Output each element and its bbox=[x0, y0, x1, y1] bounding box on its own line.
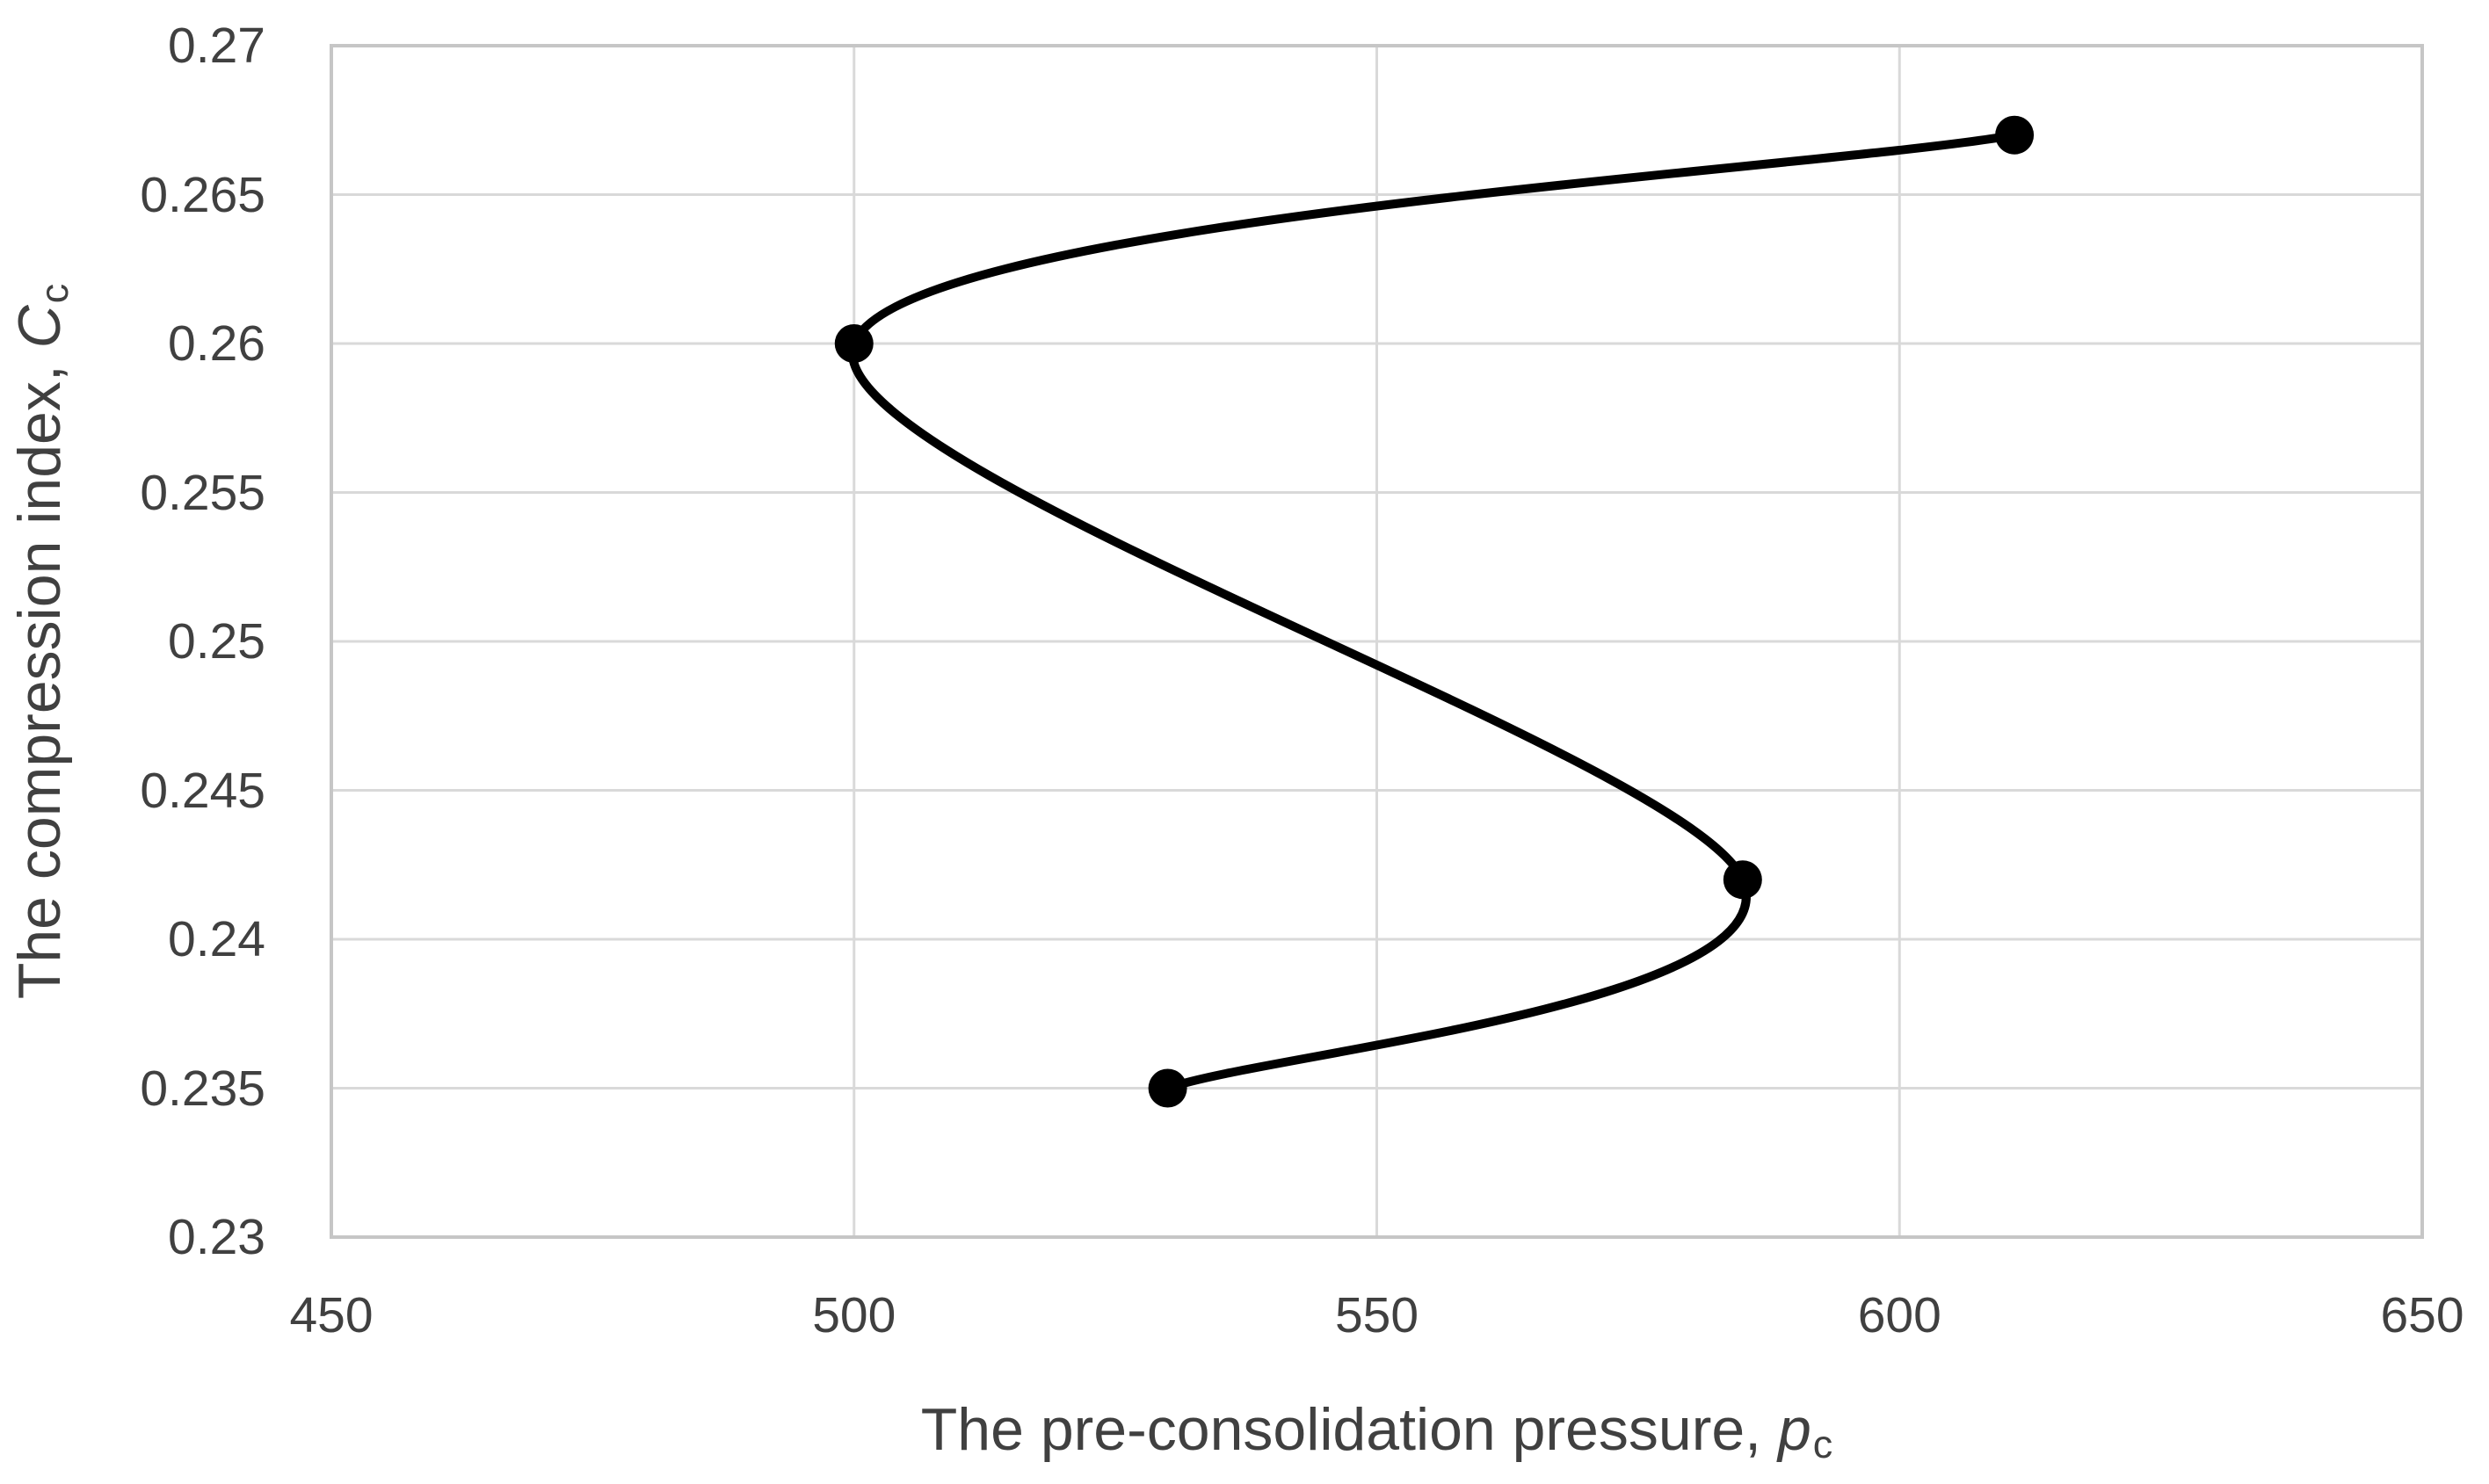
y-tick-label: 0.245 bbox=[140, 762, 265, 819]
plot-border bbox=[330, 44, 2424, 1239]
x-tick-label: 550 bbox=[1334, 1287, 1419, 1343]
y-tick-label: 0.23 bbox=[168, 1209, 265, 1265]
y-axis-title: The compression index, Cc bbox=[6, 46, 76, 1237]
y-tick-label: 0.235 bbox=[140, 1060, 265, 1117]
data-point-marker bbox=[1995, 115, 2035, 155]
data-point-marker bbox=[1723, 860, 1762, 900]
y-tick-label: 0.25 bbox=[168, 613, 265, 670]
data-point-marker bbox=[1148, 1068, 1187, 1108]
data-point-marker bbox=[834, 324, 874, 363]
y-tick-label: 0.24 bbox=[168, 911, 265, 967]
x-axis-title-text: The pre-consolidation pressure, bbox=[920, 1396, 1778, 1463]
x-tick-label: 650 bbox=[2380, 1287, 2464, 1343]
y-axis-symbol: C bbox=[6, 305, 73, 349]
y-axis-title-text: The compression index, bbox=[6, 348, 73, 1000]
x-axis-subscript: c bbox=[1812, 1421, 1833, 1466]
x-tick-label: 600 bbox=[1857, 1287, 1941, 1343]
x-tick-label: 450 bbox=[289, 1287, 374, 1343]
y-axis-subscript: c bbox=[31, 283, 76, 304]
data-point-markers bbox=[834, 115, 2035, 1108]
y-tick-label: 0.265 bbox=[140, 166, 265, 223]
x-axis-title: The pre-consolidation pressure, pc bbox=[331, 1395, 2422, 1466]
y-tick-label: 0.26 bbox=[168, 315, 265, 372]
series-curve bbox=[847, 130, 2020, 1093]
x-tick-label: 500 bbox=[812, 1287, 896, 1343]
y-tick-label: 0.255 bbox=[140, 464, 265, 521]
y-tick-label: 0.27 bbox=[168, 18, 265, 74]
x-axis-symbol: p bbox=[1777, 1396, 1811, 1463]
gridlines bbox=[331, 46, 2422, 1237]
